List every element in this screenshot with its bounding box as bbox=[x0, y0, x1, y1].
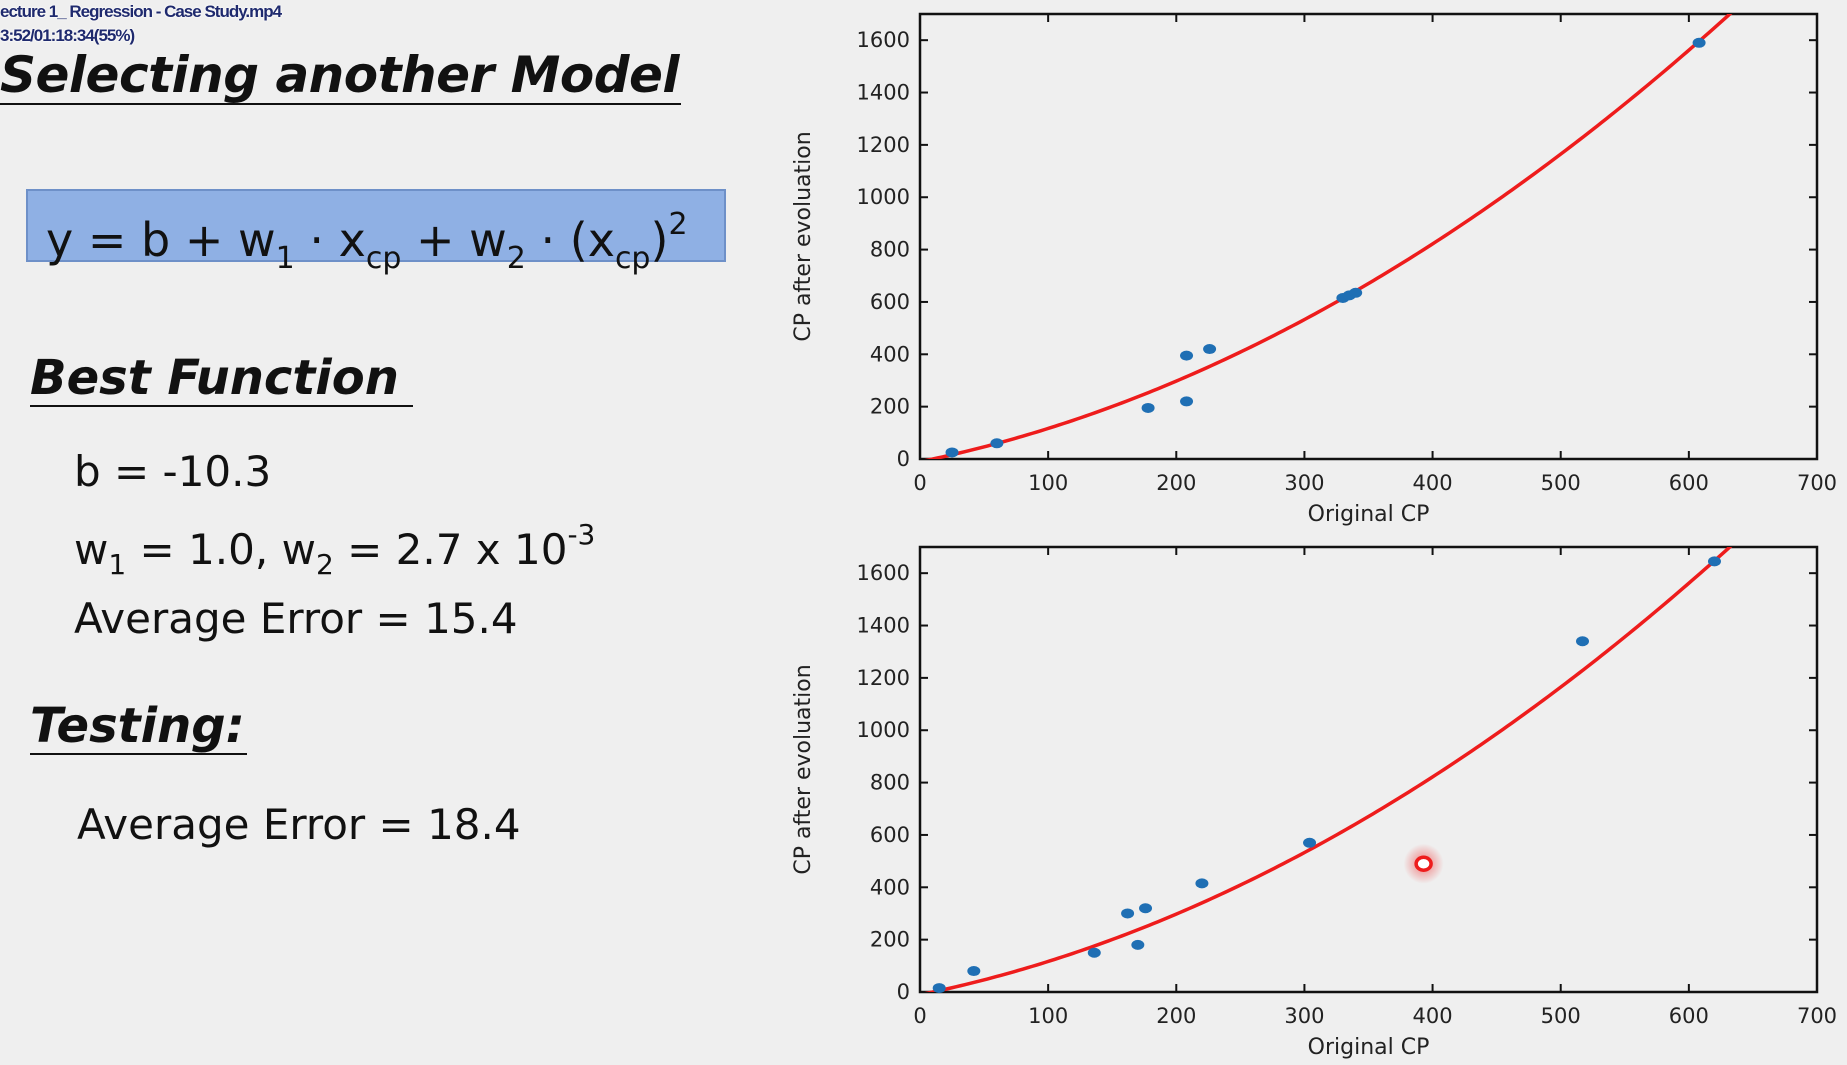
data-point bbox=[1303, 837, 1317, 848]
y-tick-label: 1200 bbox=[857, 666, 910, 690]
x-tick-label: 400 bbox=[1413, 471, 1453, 495]
slide-title: Selecting another Model bbox=[0, 46, 682, 105]
x-tick-label: 0 bbox=[913, 1004, 926, 1028]
fitted-curve bbox=[924, 547, 1733, 992]
y-tick-label: 600 bbox=[870, 823, 910, 847]
y-tick-label: 0 bbox=[897, 447, 910, 471]
x-tick-label: 300 bbox=[1284, 1004, 1324, 1028]
y-tick-label: 800 bbox=[870, 238, 910, 262]
formula-part: · (x bbox=[525, 213, 615, 267]
y-tick-label: 200 bbox=[870, 928, 910, 952]
data-point bbox=[1141, 402, 1155, 413]
model-formula: y = b + w1 · xcp + w2 · (xcp)2 bbox=[46, 197, 688, 287]
param-sub: 1 bbox=[108, 548, 127, 581]
training-chart: 0 100 200 300 400 500 600 700 0 200 400 600 800 1000 1… bbox=[770, 0, 1847, 532]
x-tick-label: 200 bbox=[1156, 471, 1196, 495]
chart-svg: 0 100 200 300 400 500 600 700 0 200 400 600 800 1000 1… bbox=[791, 545, 1837, 1060]
data-point bbox=[1692, 37, 1706, 48]
y-tick-label: 1000 bbox=[857, 718, 910, 742]
data-point bbox=[990, 438, 1004, 449]
y-tick-label: 1400 bbox=[857, 81, 910, 105]
data-point bbox=[1203, 344, 1217, 355]
x-tick-label: 200 bbox=[1156, 1004, 1196, 1028]
data-point bbox=[932, 983, 946, 994]
testing-average-error: Average Error = 18.4 bbox=[77, 800, 521, 849]
x-tick-label: 0 bbox=[913, 471, 926, 495]
formula-part: ) bbox=[650, 213, 669, 267]
y-tick-label: 200 bbox=[870, 395, 910, 419]
x-tick-label: 600 bbox=[1669, 1004, 1709, 1028]
x-tick-label: 700 bbox=[1797, 471, 1837, 495]
param-part: = 1.0, w bbox=[126, 525, 316, 574]
video-filename: ecture 1_ Regression - Case Study.mp4 bbox=[0, 2, 282, 21]
video-overlay: ecture 1_ Regression - Case Study.mp4 3:… bbox=[0, 0, 282, 48]
formula-sub: cp bbox=[614, 241, 651, 276]
param-sub: 2 bbox=[315, 548, 334, 581]
y-axis-label: CP after evoluation bbox=[791, 131, 816, 341]
training-average-error: Average Error = 15.4 bbox=[74, 594, 518, 643]
data-point bbox=[1087, 947, 1101, 958]
plot-frame bbox=[918, 545, 1819, 994]
x-tick-label: 100 bbox=[1028, 471, 1068, 495]
x-tick-label: 700 bbox=[1797, 1004, 1837, 1028]
x-axis-label: Original CP bbox=[1308, 1035, 1430, 1060]
y-axis-label: CP after evoluation bbox=[791, 664, 816, 874]
x-tick-label: 500 bbox=[1541, 1004, 1581, 1028]
data-point bbox=[1139, 903, 1153, 914]
param-part: = 2.7 x 10 bbox=[333, 525, 568, 574]
y-tick-label: 600 bbox=[870, 290, 910, 314]
video-timecode: 3:52/01:18:34(55%) bbox=[0, 26, 135, 45]
y-tick-label: 1200 bbox=[857, 133, 910, 157]
x-tick-label: 600 bbox=[1669, 471, 1709, 495]
highlighted-point bbox=[1414, 855, 1433, 872]
formula-sub: 1 bbox=[275, 241, 295, 276]
best-function-heading: Best Function bbox=[30, 352, 413, 407]
formula-part: = b + w bbox=[73, 213, 276, 267]
formula-part: · x bbox=[294, 213, 366, 267]
y-tick-label: 400 bbox=[870, 875, 910, 899]
param-b: b = -10.3 bbox=[74, 447, 272, 496]
y-tick-label: 800 bbox=[870, 771, 910, 795]
data-point bbox=[967, 966, 981, 977]
testing-heading: Testing: bbox=[30, 698, 247, 755]
param-sup: -3 bbox=[567, 518, 596, 551]
formula-sup: 2 bbox=[668, 207, 688, 242]
data-point bbox=[1121, 908, 1135, 919]
data-point bbox=[945, 447, 959, 458]
y-tick-label: 1600 bbox=[857, 28, 910, 52]
formula-part: + w bbox=[401, 213, 507, 267]
testing-chart: 0 100 200 300 400 500 600 700 0 200 400 600 800 1000 1… bbox=[770, 533, 1847, 1065]
x-tick-label: 400 bbox=[1413, 1004, 1453, 1028]
data-point bbox=[1195, 878, 1209, 889]
y-tick-label: 400 bbox=[870, 342, 910, 366]
param-w: w1 = 1.0, w2 = 2.7 x 10-3 bbox=[74, 518, 595, 581]
fitted-curve bbox=[924, 14, 1733, 459]
data-point bbox=[1349, 287, 1363, 298]
formula-sub: cp bbox=[365, 241, 402, 276]
chart-svg: 0 100 200 300 400 500 600 700 0 200 400 600 800 1000 1… bbox=[791, 12, 1837, 527]
x-tick-label: 300 bbox=[1284, 471, 1324, 495]
y-tick-label: 1400 bbox=[857, 614, 910, 638]
x-axis-label: Original CP bbox=[1308, 502, 1430, 527]
y-tick-label: 1600 bbox=[857, 561, 910, 585]
data-point bbox=[1131, 939, 1145, 950]
data-point bbox=[1575, 636, 1589, 647]
data-point bbox=[1180, 350, 1194, 361]
y-tick-label: 1000 bbox=[857, 185, 910, 209]
plot-frame bbox=[918, 12, 1819, 461]
formula-box: y = b + w1 · xcp + w2 · (xcp)2 bbox=[26, 189, 726, 276]
y-tick-label: 0 bbox=[897, 980, 910, 1004]
data-point bbox=[1707, 556, 1721, 567]
x-tick-label: 500 bbox=[1541, 471, 1581, 495]
x-tick-label: 100 bbox=[1028, 1004, 1068, 1028]
data-point bbox=[1180, 396, 1194, 407]
formula-sub: 2 bbox=[506, 241, 526, 276]
formula-y: y bbox=[46, 213, 74, 267]
param-part: w bbox=[74, 525, 109, 574]
